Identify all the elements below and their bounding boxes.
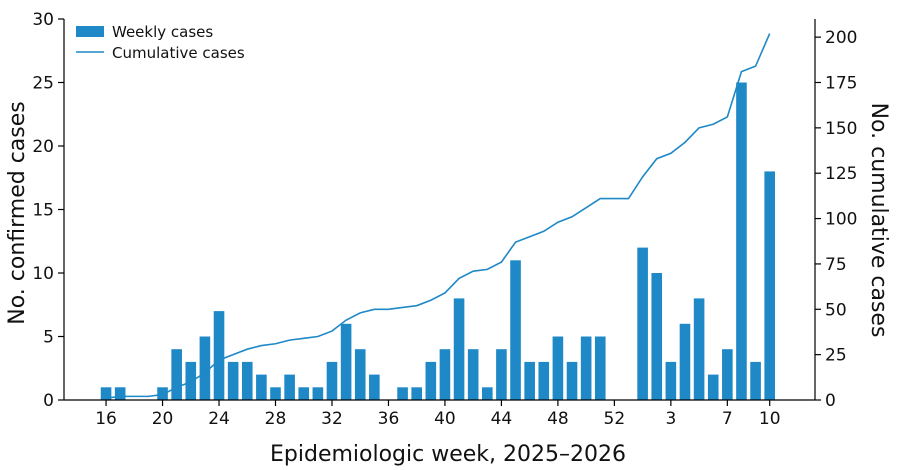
x-tick-label-3: 3: [665, 409, 676, 429]
bar-week-37-idx-21: [397, 387, 408, 400]
right-y-tick-label-175: 175: [825, 74, 857, 94]
bar-week-17-idx-1: [114, 387, 126, 400]
axes: 0 5 10 15 20 25 30 0 25 50 75 100 125 150 175 200 16 20 24…: [32, 10, 857, 429]
bar-week-21-idx-5: [171, 349, 182, 400]
bar-week-47-idx-31: [538, 361, 550, 400]
right-y-axis-title: No. cumulative cases: [866, 103, 891, 338]
left-y-tick-label-25: 25: [32, 74, 54, 94]
bar-week-8-idx-45: [736, 82, 747, 400]
right-y-tick-label-125: 125: [825, 164, 857, 184]
bar-week-43-idx-27: [482, 387, 493, 400]
bar-week-28-idx-12: [270, 387, 281, 400]
bar-week-35-idx-19: [369, 374, 380, 400]
bar-week-34-idx-18: [354, 349, 366, 400]
bar-week-38-idx-22: [411, 387, 422, 400]
bar-week-41-idx-25: [453, 298, 465, 400]
bar-week-48-idx-32: [552, 336, 564, 400]
bar-week-46-idx-30: [524, 361, 535, 400]
bar-week-6-idx-43: [707, 374, 719, 400]
x-tick-label-7: 7: [722, 409, 733, 429]
bar-week-33-idx-17: [340, 323, 352, 400]
x-tick-label-36: 36: [378, 409, 400, 429]
bar-week-49-idx-33: [566, 361, 578, 400]
x-tick-label-10: 10: [759, 409, 781, 429]
left-y-tick-label-0: 0: [43, 391, 54, 411]
x-tick-label-16: 16: [95, 409, 117, 429]
bar-week-42-idx-26: [467, 349, 479, 400]
left-y-axis-title: No. confirmed cases: [5, 101, 30, 325]
x-axis-title: Epidemiologic week, 2025–2026: [270, 442, 626, 467]
bar-week-26-idx-10: [241, 361, 253, 400]
legend-swatch-weekly-cases: [76, 26, 104, 37]
bar-week-1-idx-38: [637, 247, 648, 400]
x-tick-label-40: 40: [434, 409, 456, 429]
right-y-tick-label-25: 25: [825, 346, 847, 366]
bar-week-4-idx-41: [679, 323, 691, 400]
x-tick-label-44: 44: [491, 409, 513, 429]
bar-week-24-idx-8: [213, 311, 225, 400]
left-y-tick-label-10: 10: [32, 264, 54, 284]
right-y-tick-label-0: 0: [825, 391, 836, 411]
x-tick-label-24: 24: [208, 409, 230, 429]
left-y-tick-label-20: 20: [32, 137, 54, 157]
x-tick-label-20: 20: [152, 409, 174, 429]
bar-week-5-idx-42: [693, 298, 705, 400]
bar-week-27-idx-11: [256, 374, 267, 400]
bar-week-31-idx-15: [312, 387, 324, 400]
bar-week-3-idx-40: [665, 361, 677, 400]
bar-week-25-idx-9: [227, 361, 239, 400]
x-tick-label-32: 32: [321, 409, 343, 429]
bar-week-16-idx-0: [100, 387, 112, 400]
right-y-tick-label-150: 150: [825, 119, 857, 139]
cumulative-cases-line: [105, 33, 771, 399]
bar-week-39-idx-23: [425, 361, 437, 400]
x-tick-label-28: 28: [265, 409, 287, 429]
legend-label-weekly-cases: Weekly cases: [112, 23, 213, 41]
weekly-bars: [100, 82, 775, 400]
x-tick-label-48: 48: [547, 409, 569, 429]
left-y-tick-label-30: 30: [32, 10, 54, 30]
bar-week-32-idx-16: [326, 361, 338, 400]
bar-week-7-idx-44: [722, 349, 733, 400]
legend-label-cumulative-cases: Cumulative cases: [112, 44, 245, 62]
bar-week-51-idx-35: [594, 336, 606, 400]
left-y-tick-label-15: 15: [32, 201, 54, 221]
right-y-tick-label-75: 75: [825, 255, 847, 275]
bar-week-9-idx-46: [750, 361, 761, 400]
bar-week-50-idx-34: [580, 336, 592, 400]
left-y-tick-label-5: 5: [43, 328, 54, 348]
bar-week-20-idx-4: [157, 387, 168, 400]
legend: Weekly cases Cumulative cases: [76, 23, 245, 62]
bar-week-45-idx-29: [510, 260, 521, 400]
bar-week-40-idx-24: [439, 349, 451, 400]
right-y-tick-label-200: 200: [825, 28, 857, 48]
bar-week-30-idx-14: [298, 387, 310, 400]
bar-week-10-idx-47: [764, 171, 775, 400]
bar-week-2-idx-39: [651, 273, 663, 400]
bar-week-44-idx-28: [496, 349, 507, 400]
right-y-tick-label-50: 50: [825, 300, 847, 320]
bar-week-23-idx-7: [199, 336, 211, 400]
x-tick-label-52: 52: [604, 409, 626, 429]
right-y-tick-label-100: 100: [825, 210, 857, 230]
bar-week-29-idx-13: [284, 374, 295, 400]
